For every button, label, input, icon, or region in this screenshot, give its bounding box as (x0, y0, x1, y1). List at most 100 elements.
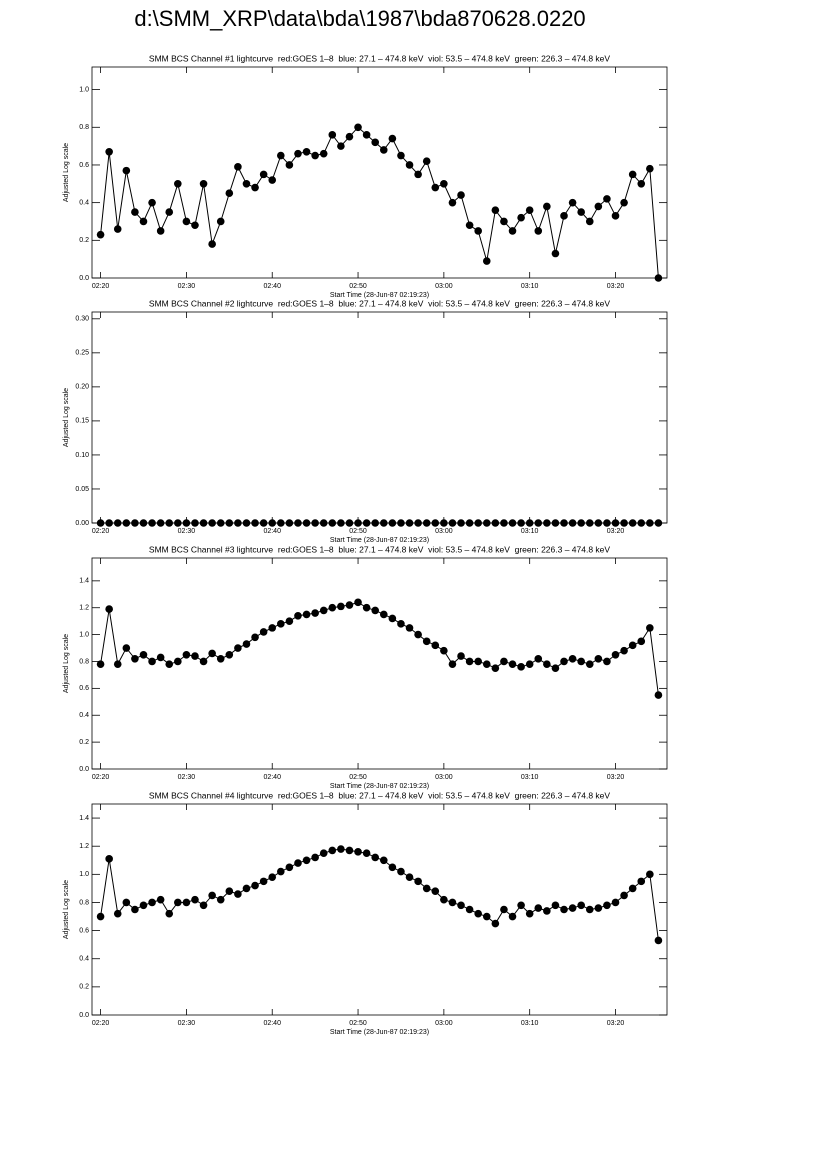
data-point (611, 650, 620, 659)
x-axis-label: Start Time (28-Jun-87 02:19:23) (330, 1029, 429, 1036)
data-point (379, 519, 388, 527)
data-point (277, 620, 285, 628)
data-point (637, 637, 646, 646)
data-point (371, 606, 380, 615)
data-point (242, 884, 251, 893)
x-tick-label: 02:30 (178, 774, 196, 781)
data-point (431, 887, 440, 896)
data-point (585, 519, 594, 527)
data-point (379, 610, 388, 619)
data-point (422, 637, 431, 646)
data-point (294, 519, 302, 527)
data-point (465, 905, 474, 914)
data-point (551, 249, 560, 258)
y-tick-label: 0.6 (79, 927, 89, 934)
data-point (551, 519, 560, 527)
data-point (491, 919, 500, 928)
data-point (105, 519, 113, 527)
data-point (654, 936, 663, 945)
y-tick-label: 0.20 (75, 384, 89, 391)
data-point (440, 646, 448, 655)
data-point (337, 845, 345, 853)
data-point (637, 519, 646, 527)
data-point (182, 650, 191, 659)
data-point (508, 912, 517, 921)
data-point (113, 660, 122, 668)
x-tick-label: 02:30 (178, 528, 196, 535)
data-point (603, 519, 611, 527)
y-tick-label: 0.25 (75, 350, 89, 357)
data-point (259, 170, 268, 179)
data-point (268, 519, 277, 527)
data-point (517, 663, 525, 671)
data-point (474, 909, 482, 918)
panel-title: SMM BCS Channel #4 lightcurve red:GOES 1… (149, 790, 611, 800)
data-point (491, 206, 500, 214)
data-point (379, 146, 388, 154)
data-point (517, 213, 525, 222)
data-point (96, 660, 105, 668)
data-point (508, 660, 517, 668)
data-point (500, 217, 508, 226)
data-point (156, 519, 165, 527)
data-point (294, 149, 302, 158)
data-point (568, 519, 577, 527)
y-axis-label: Adjusted Log scale (63, 634, 70, 693)
data-point (585, 905, 594, 914)
data-point (422, 884, 431, 893)
data-point (319, 149, 328, 158)
data-point (225, 887, 234, 896)
y-tick-label: 0.05 (75, 486, 89, 493)
data-point (474, 519, 482, 527)
data-point (345, 846, 354, 855)
data-point (337, 602, 345, 611)
data-point (294, 611, 302, 620)
data-point (482, 257, 491, 265)
data-point (199, 180, 208, 188)
data-point (96, 519, 105, 527)
data-point (620, 891, 628, 900)
data-point (620, 198, 628, 207)
x-tick-label: 02:50 (349, 1020, 367, 1027)
plot-frame (91, 311, 668, 524)
data-point (371, 853, 380, 862)
data-point (285, 161, 294, 169)
data-point (431, 641, 440, 650)
data-point (500, 905, 508, 914)
y-tick-label: 0.8 (79, 899, 89, 906)
data-point (234, 890, 242, 898)
panel-title: SMM BCS Channel #3 lightcurve red:GOES 1… (149, 544, 611, 554)
data-point (585, 217, 594, 226)
data-point (182, 217, 191, 226)
data-point (628, 884, 637, 893)
data-point (251, 519, 259, 527)
data-point (560, 212, 568, 220)
data-point (646, 519, 654, 527)
x-tick-label: 03:00 (435, 528, 453, 535)
y-tick-label: 0.8 (79, 124, 89, 131)
data-point (302, 610, 311, 619)
data-point (508, 227, 517, 235)
data-point (534, 519, 543, 527)
data-point (620, 646, 628, 655)
data-point (225, 519, 234, 527)
data-point (242, 519, 251, 527)
x-tick-label: 02:40 (263, 774, 281, 781)
data-point (156, 227, 165, 235)
data-point (525, 206, 534, 214)
y-tick-label: 0.15 (75, 418, 89, 425)
data-point (122, 519, 131, 527)
data-point (156, 895, 165, 904)
data-point (354, 598, 362, 607)
data-point (208, 519, 216, 527)
data-point (199, 519, 208, 527)
data-point (594, 519, 603, 527)
data-point (122, 898, 131, 907)
data-point (328, 603, 337, 612)
data-point (628, 519, 637, 527)
data-point (603, 195, 611, 203)
y-tick-label: 0.2 (79, 739, 89, 746)
y-tick-label: 0.2 (79, 237, 89, 244)
data-point (654, 274, 663, 282)
